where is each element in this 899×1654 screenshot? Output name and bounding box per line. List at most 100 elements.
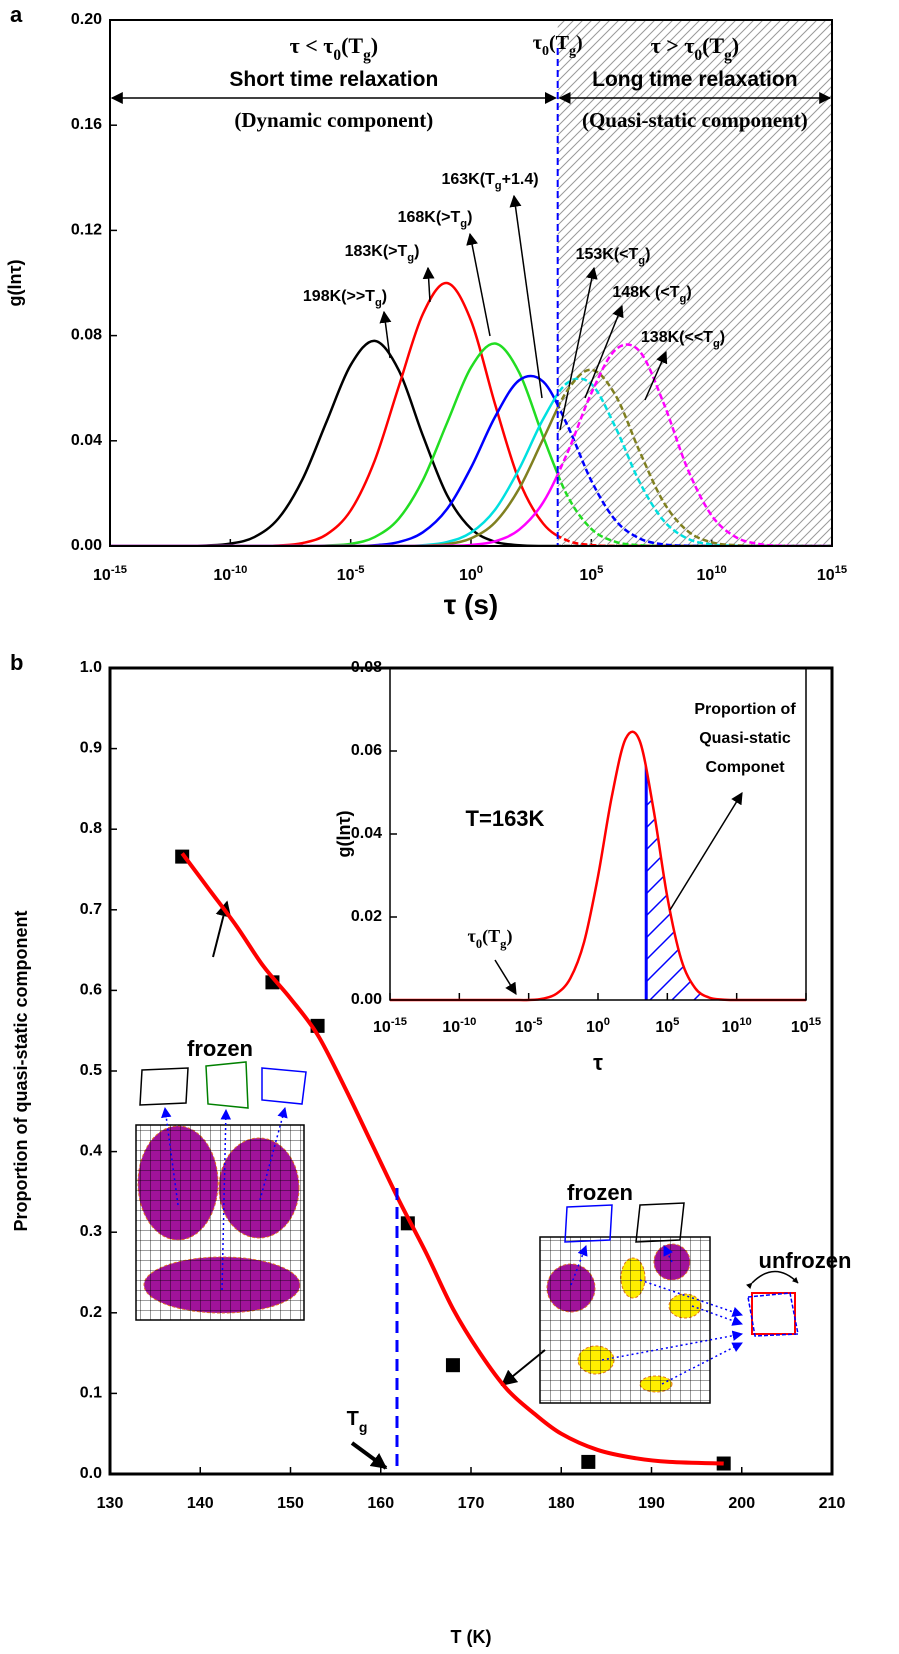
x-tick-label: 10-10	[213, 564, 247, 584]
schematic-left	[135, 1061, 307, 1321]
tau0-label: τ0(Tg)	[533, 32, 583, 59]
region-component: (Quasi-static component)	[582, 108, 808, 132]
curve-label-arrow	[466, 232, 491, 337]
panel-label: b	[10, 650, 23, 675]
y-tick-label: 0.8	[80, 820, 102, 837]
y-tick-label: 0.08	[351, 659, 382, 676]
x-tick-label: 1015	[817, 564, 847, 584]
region-component: (Dynamic component)	[234, 108, 433, 132]
y-tick-label: 0.08	[71, 327, 102, 344]
x-tick-label: 10-5	[515, 1016, 543, 1036]
y-tick-label: 0.00	[351, 991, 382, 1008]
y-tick-label: 0.20	[71, 11, 102, 28]
schematic-right	[539, 1202, 799, 1404]
region-label: Short time relaxation	[229, 68, 438, 91]
x-tick-label: 200	[728, 1495, 755, 1512]
fit-curve	[180, 852, 724, 1466]
y-axis-title: g(lnτ)	[334, 810, 354, 857]
data-point	[445, 1358, 460, 1373]
region-condition: τ < τ0(Tg)	[290, 33, 379, 64]
tg-label: Tg	[347, 1408, 368, 1434]
schematic-label: unfrozen	[759, 1248, 852, 1273]
region-condition: τ > τ0(Tg)	[651, 33, 740, 64]
x-axis-title: T (K)	[451, 1627, 492, 1647]
tau0-label: τ0(Tg)	[468, 926, 513, 951]
y-tick-label: 0.04	[71, 432, 102, 449]
x-tick-label: 150	[277, 1495, 304, 1512]
curve-label-arrow	[559, 266, 598, 431]
x-tick-label: 210	[819, 1495, 846, 1512]
y-tick-label: 0.12	[71, 222, 102, 239]
long-time-region	[557, 20, 832, 546]
y-tick-label: 0.3	[80, 1223, 102, 1240]
y-tick-label: 0.02	[351, 908, 382, 925]
x-axis-title: τ (s)	[444, 589, 499, 620]
x-tick-label: 160	[367, 1495, 394, 1512]
y-tick-label: 0.7	[80, 901, 102, 918]
curve-label: 183K(>Tg)	[345, 243, 420, 264]
x-tick-label: 1010	[722, 1016, 752, 1036]
y-tick-label: 0.00	[71, 537, 102, 554]
curve-label: 138K(<<Tg)	[641, 329, 725, 350]
area-label: Quasi-static	[699, 730, 791, 747]
area-label: Proportion of	[694, 701, 796, 718]
schematic-label: frozen	[567, 1180, 633, 1205]
x-tick-label: 10-5	[337, 564, 365, 584]
y-tick-label: 1.0	[80, 659, 102, 676]
curve-label-arrow	[644, 350, 668, 401]
curve-dashed	[557, 368, 832, 546]
x-tick-label: 10-15	[373, 1016, 407, 1036]
x-tick-label: 10-10	[442, 1016, 476, 1036]
x-axis-title: τ	[593, 1050, 603, 1075]
curve-label: 163K(Tg+1.4)	[441, 171, 538, 192]
curve-dashed	[557, 377, 832, 546]
schematic-label: frozen	[187, 1036, 253, 1061]
condition-label: T=163K	[466, 806, 545, 831]
data-point	[581, 1454, 596, 1469]
plot-frame	[108, 666, 834, 1476]
x-tick-label: 105	[655, 1016, 679, 1036]
x-tick-label: 100	[586, 1016, 610, 1036]
y-tick-label: 0.06	[351, 742, 382, 759]
x-tick-label: 130	[97, 1495, 124, 1512]
x-tick-label: 105	[579, 564, 603, 584]
region-label: Long time relaxation	[592, 68, 797, 91]
y-axis-title: Proportion of quasi-static component	[11, 910, 31, 1231]
x-tick-label: 190	[638, 1495, 665, 1512]
area-arrow	[669, 791, 743, 911]
x-tick-label: 180	[548, 1495, 575, 1512]
x-tick-label: 170	[458, 1495, 485, 1512]
curve-label: 168K(>Tg)	[398, 209, 473, 230]
area-label: Componet	[705, 759, 785, 776]
curve-label: 198K(>>Tg)	[303, 288, 387, 309]
curve-label-arrow	[422, 266, 435, 303]
x-tick-label: 100	[459, 564, 483, 584]
y-tick-label: 0.16	[71, 116, 102, 133]
plot-frame	[109, 19, 833, 547]
tau0-arrow	[494, 959, 517, 996]
panel-label: a	[10, 2, 23, 27]
y-tick-label: 0.4	[80, 1143, 102, 1160]
curve	[110, 368, 558, 546]
curve-label-arrow	[509, 194, 543, 399]
x-tick-label: 1010	[697, 564, 727, 584]
curve-label-arrow	[379, 310, 392, 359]
y-tick-label: 0.2	[80, 1304, 102, 1321]
y-tick-label: 0.5	[80, 1062, 102, 1079]
curve-label: 148K (<Tg)	[612, 284, 691, 305]
curve	[110, 342, 558, 546]
x-tick-label: 140	[187, 1495, 214, 1512]
plot-frame	[389, 667, 807, 1001]
curve	[110, 377, 558, 546]
curve	[110, 339, 558, 546]
y-tick-label: 0.0	[80, 1465, 102, 1482]
curve	[110, 374, 558, 546]
curve	[110, 343, 558, 546]
y-axis-title: g(lnτ)	[5, 259, 25, 306]
x-tick-label: 1015	[791, 1016, 821, 1036]
y-tick-label: 0.1	[80, 1385, 102, 1402]
x-tick-label: 10-15	[93, 564, 127, 584]
y-tick-label: 0.04	[351, 825, 382, 842]
y-tick-label: 0.9	[80, 740, 102, 757]
